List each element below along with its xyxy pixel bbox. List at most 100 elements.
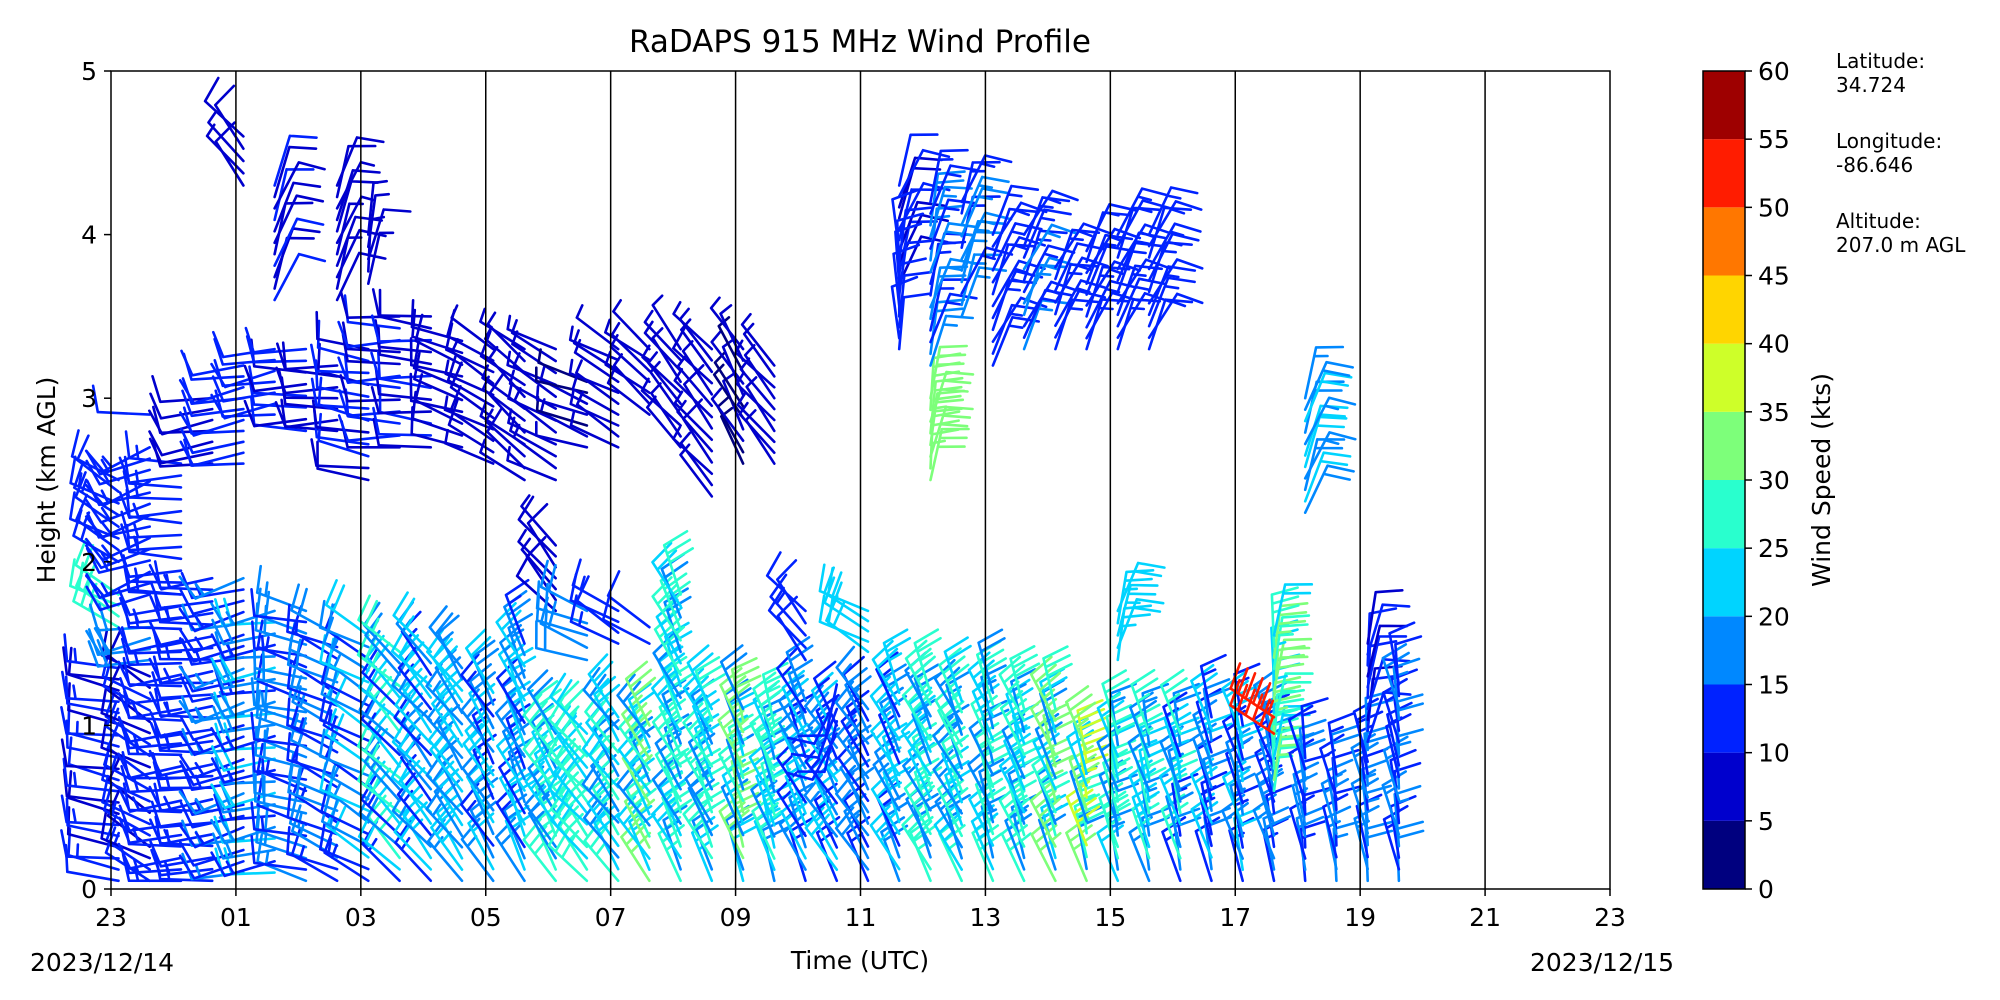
x-tick-label: 03	[345, 903, 377, 932]
wind-barb	[641, 344, 682, 394]
wind-barb	[479, 438, 526, 482]
wind-barb	[367, 179, 388, 236]
wind-barb	[1303, 451, 1352, 503]
colorbar-tick-label: 35	[1758, 398, 1790, 427]
wind-barb	[901, 675, 933, 741]
wind-barb	[250, 835, 308, 871]
wind-barb	[991, 201, 1048, 248]
wind-barb	[978, 734, 1010, 800]
wind-barb	[1272, 637, 1313, 693]
wind-barb	[433, 760, 464, 827]
wind-barb	[759, 727, 788, 794]
colorbar-band	[1703, 752, 1745, 821]
wind-barb	[929, 278, 970, 332]
wind-barb	[1116, 583, 1159, 637]
wind-barb	[118, 692, 183, 720]
x-tick-label: 07	[595, 903, 627, 932]
wind-barb	[1303, 464, 1355, 514]
wind-barb	[214, 84, 245, 150]
wind-barb	[1116, 199, 1170, 248]
wind-barb	[604, 318, 651, 362]
colorbar-tick-label: 40	[1758, 330, 1790, 359]
wind-barb	[672, 323, 714, 385]
wind-barb	[460, 653, 495, 718]
wind-barb	[894, 222, 923, 285]
wind-barb	[643, 309, 682, 362]
wind-barb	[425, 752, 464, 815]
wind-barb	[212, 330, 276, 359]
wind-barb	[367, 231, 395, 285]
wind-barb	[273, 194, 325, 245]
wind-barb	[310, 438, 370, 470]
y-axis-label: Height (km AGL)	[32, 377, 61, 584]
y-tick-label: 0	[81, 875, 97, 904]
wind-barb	[335, 228, 387, 279]
wind-barb	[122, 470, 183, 501]
wind-barb	[517, 495, 557, 558]
wind-barb	[913, 628, 942, 694]
wind-barb	[69, 558, 120, 607]
wind-barb	[547, 820, 589, 883]
wind-barb	[587, 653, 620, 719]
wind-barb	[651, 667, 682, 734]
wind-barb	[897, 133, 939, 187]
colorbar-band	[1703, 207, 1745, 276]
wind-barb	[796, 720, 839, 774]
wind-barb	[943, 636, 972, 703]
wind-barb	[179, 427, 245, 455]
colorbar-tick-label: 30	[1758, 466, 1790, 495]
wind-barb	[1022, 244, 1076, 294]
wind-barb	[273, 252, 327, 302]
wind-barb	[356, 720, 401, 780]
wind-barb	[1199, 653, 1227, 719]
wind-barb	[118, 456, 183, 484]
wind-barb	[719, 304, 745, 362]
wind-barb	[60, 829, 120, 860]
wind-barb	[1272, 583, 1314, 637]
wind-barb	[243, 364, 308, 393]
wind-barb	[357, 594, 401, 654]
wind-barb	[517, 529, 557, 580]
wind-barb	[370, 386, 433, 415]
wind-barb	[1303, 345, 1345, 400]
wind-barb	[998, 655, 1026, 722]
wind-barb	[367, 192, 390, 249]
wind-barb	[310, 377, 370, 410]
colorbar-label: Wind Speed (kts)	[1807, 373, 1836, 587]
wind-barb	[742, 322, 776, 378]
wind-barb	[286, 697, 339, 742]
wind-barb	[735, 371, 776, 422]
wind-barb	[651, 541, 682, 608]
wind-barb	[150, 581, 214, 610]
wind-barb	[358, 787, 401, 848]
x-tick-label: 23	[95, 903, 127, 932]
wind-barb	[367, 668, 401, 734]
wind-barb	[520, 494, 557, 547]
wind-barb	[1202, 678, 1232, 742]
wind-barb	[494, 692, 526, 758]
colorbar-band	[1703, 411, 1745, 480]
wind-barb	[61, 670, 120, 703]
wind-barb	[1327, 712, 1356, 776]
wind-barb	[583, 818, 620, 883]
wind-barb	[1366, 603, 1411, 656]
wind-barb	[315, 310, 370, 351]
wind-barb	[1272, 614, 1311, 670]
wind-barb	[85, 498, 151, 524]
wind-barb	[736, 392, 776, 444]
wind-barb	[179, 440, 245, 467]
wind-barb	[1008, 770, 1037, 837]
wind-barb	[897, 292, 932, 351]
wind-barb	[869, 804, 901, 871]
wind-barb	[1159, 668, 1188, 735]
wind-barb	[401, 667, 433, 734]
wind-barb	[276, 342, 339, 371]
wind-barb	[506, 350, 557, 387]
wind-barb	[120, 510, 183, 539]
wind-barb	[391, 660, 433, 722]
wind-barb	[118, 491, 183, 519]
wind-barb	[900, 710, 932, 777]
wind-barb	[390, 626, 433, 688]
wind-barb	[1272, 672, 1314, 726]
wind-barb	[533, 804, 562, 871]
